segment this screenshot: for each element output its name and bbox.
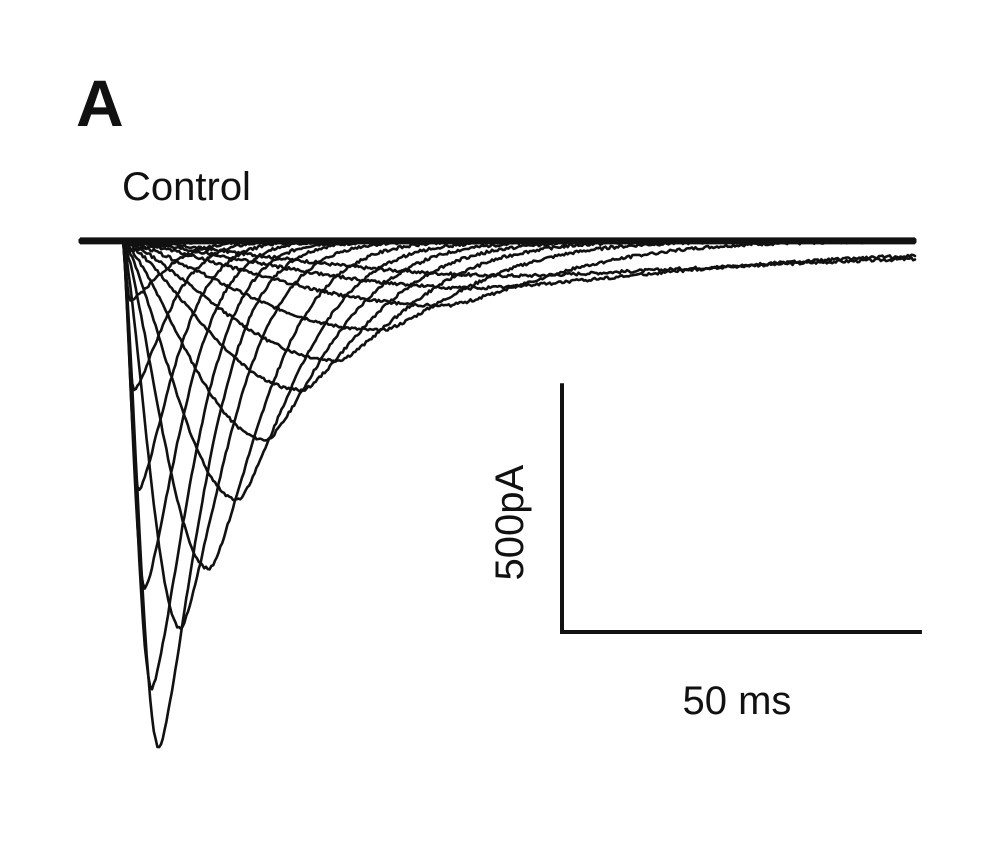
panel-letter: A: [76, 66, 124, 140]
scale-bar: 500pA 50 ms: [488, 383, 922, 723]
scale-bar-y-label: 500pA: [488, 465, 532, 581]
current-trace-13: [78, 238, 917, 363]
scale-bar-x-label: 50 ms: [682, 679, 791, 723]
current-trace-10: [78, 238, 917, 502]
condition-label: Control: [122, 165, 251, 209]
current-trace-17: [78, 238, 917, 279]
